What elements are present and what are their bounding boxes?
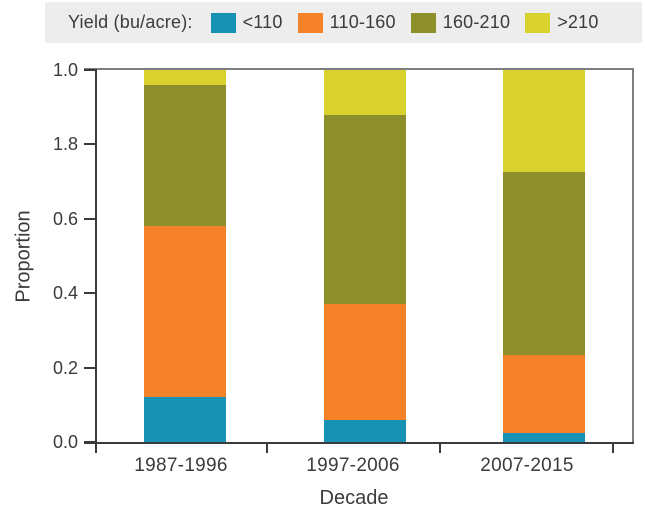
legend-item: 110-160 [297,12,396,33]
y-tick [84,292,95,294]
y-tick-label: 0.4 [52,283,78,303]
legend-item: >210 [525,12,598,33]
x-tick [439,442,441,453]
bar-segment-2007-2015->210 [503,70,585,172]
bar-segment-1997-2006-110-160 [324,304,406,420]
bar-segment-2007-2015-160-210 [503,172,585,355]
x-axis-title: Decade [319,487,389,509]
bar-segment-1987-1996->210 [144,70,226,85]
y-tick-label: 1.8 [52,134,78,154]
x-tick [266,442,268,453]
legend-label: >210 [557,12,599,32]
legend: Yield (bu/acre): <110 110-160 160-210 >210 [45,2,642,43]
legend-swatch-icon [525,12,551,33]
y-tick-label: 0.2 [52,358,78,378]
bar-segment-1997-2006-<110 [324,420,406,442]
bar-segment-2007-2015-110-160 [503,355,585,433]
y-tick-label: 1.0 [52,60,78,80]
plot-top-border [84,68,634,70]
y-tick [84,143,95,145]
legend-swatch-icon [210,12,236,33]
legend-label: <110 [242,12,283,32]
legend-swatch-icon [410,12,436,33]
bar-segment-1987-1996-160-210 [144,85,226,226]
bar-segment-2007-2015-<110 [503,433,585,442]
x-axis-line [84,442,634,444]
plot-right-border [632,68,634,444]
x-tick-label: 2007-2015 [480,455,574,476]
y-tick-label: 0.0 [52,432,78,452]
y-tick [84,218,95,220]
legend-item: 160-210 [410,12,511,33]
x-tick-label: 1987-1996 [134,455,228,476]
y-axis-line [95,69,97,453]
legend-items: <110 110-160 160-210 >210 [210,12,614,33]
x-tick-label: 1997-2006 [306,455,400,476]
bar-segment-1997-2006->210 [324,70,406,115]
x-tick [612,442,614,453]
legend-label: 160-210 [442,12,511,32]
legend-title: Yield (bu/acre): [68,12,193,32]
bar-segment-1997-2006-160-210 [324,115,406,304]
y-tick [84,441,95,443]
legend-item: <110 [210,12,283,33]
y-tick-label: 0.6 [52,209,78,229]
bar-segment-1987-1996-<110 [144,397,226,442]
bar-segment-1987-1996-110-160 [144,226,226,397]
legend-swatch-icon [297,12,323,33]
legend-label: 110-160 [329,12,396,32]
y-tick [84,367,95,369]
y-tick [84,69,95,71]
